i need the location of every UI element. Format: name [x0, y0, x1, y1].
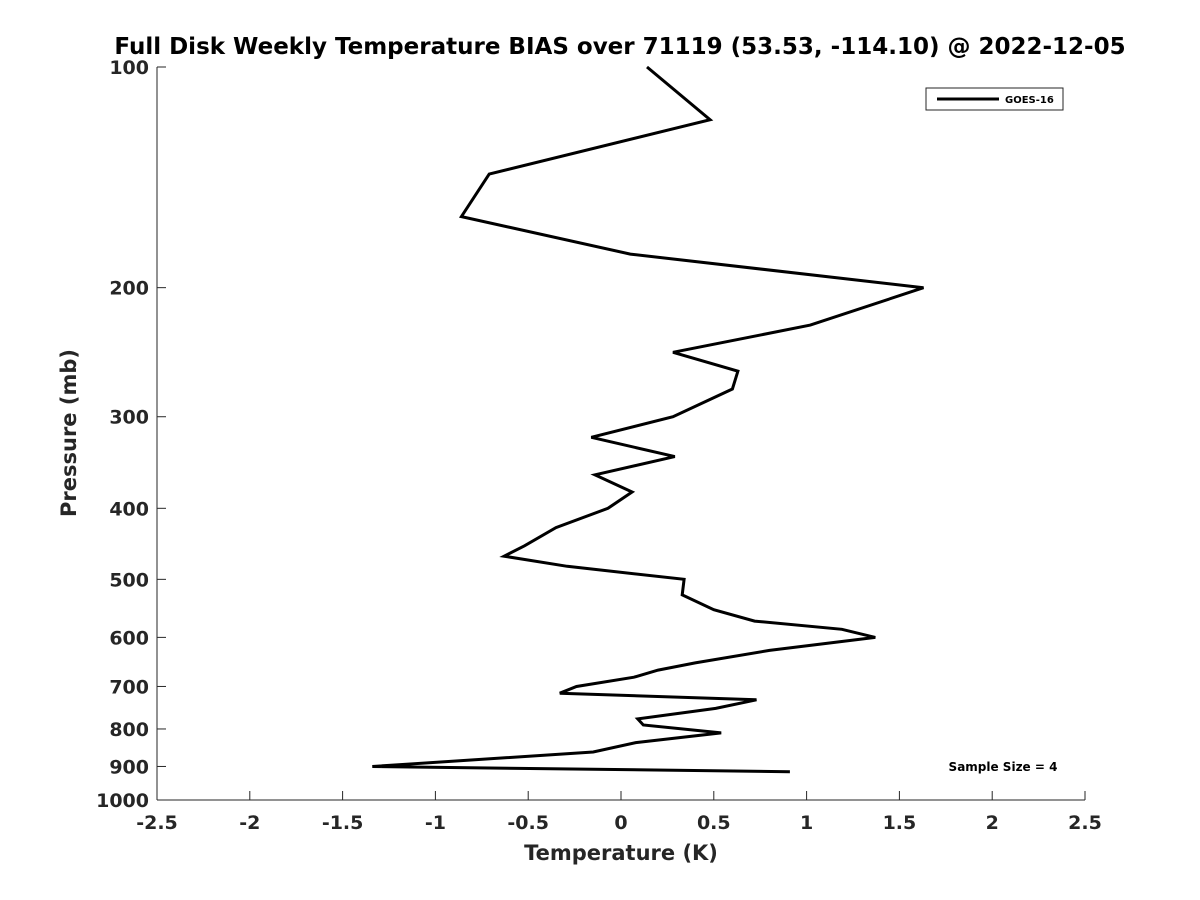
x-tick-label: 2.5: [1068, 812, 1102, 834]
y-tick-label: 200: [109, 278, 149, 300]
x-tick-label: -1.5: [322, 812, 364, 834]
y-tick-label: 700: [109, 676, 149, 698]
y-tick-label: 1000: [96, 790, 149, 812]
x-tick-label: 0: [614, 812, 627, 834]
y-tick-label: 400: [109, 498, 149, 520]
series-line-goes-16: [372, 65, 924, 774]
x-tick-label: 1: [800, 812, 813, 834]
legend-label-goes-16: GOES-16: [1005, 95, 1054, 106]
x-tick-label: -2: [239, 812, 260, 834]
y-tick-label: 500: [109, 569, 149, 591]
x-tick-label: -2.5: [136, 812, 178, 834]
series-layer: [372, 65, 924, 774]
x-tick-label: -1: [425, 812, 446, 834]
y-tick-label: 900: [109, 756, 149, 778]
y-tick-label: 600: [109, 627, 149, 649]
y-tick-label: 300: [109, 407, 149, 429]
sample-size-annotation: Sample Size = 4: [949, 760, 1058, 774]
x-tick-label: 1.5: [883, 812, 917, 834]
y-axis-label: Pressure (mb): [57, 349, 81, 517]
legend: GOES-16: [925, 87, 1064, 111]
x-tick-label: -0.5: [507, 812, 549, 834]
x-tick-label: 2: [986, 812, 999, 834]
plot-area: [157, 67, 1085, 800]
y-tick-label: 100: [109, 57, 149, 79]
x-axis-label: Temperature (K): [524, 841, 718, 865]
y-tick-label: 800: [109, 719, 149, 741]
chart-title: Full Disk Weekly Temperature BIAS over 7…: [114, 34, 1125, 60]
x-tick-label: 0.5: [697, 812, 731, 834]
axes: -2.5 -2 -1.5 -1 -0.5 0 0.5 1 1.5 2 2.5 100 200 300 400…: [96, 57, 1102, 834]
